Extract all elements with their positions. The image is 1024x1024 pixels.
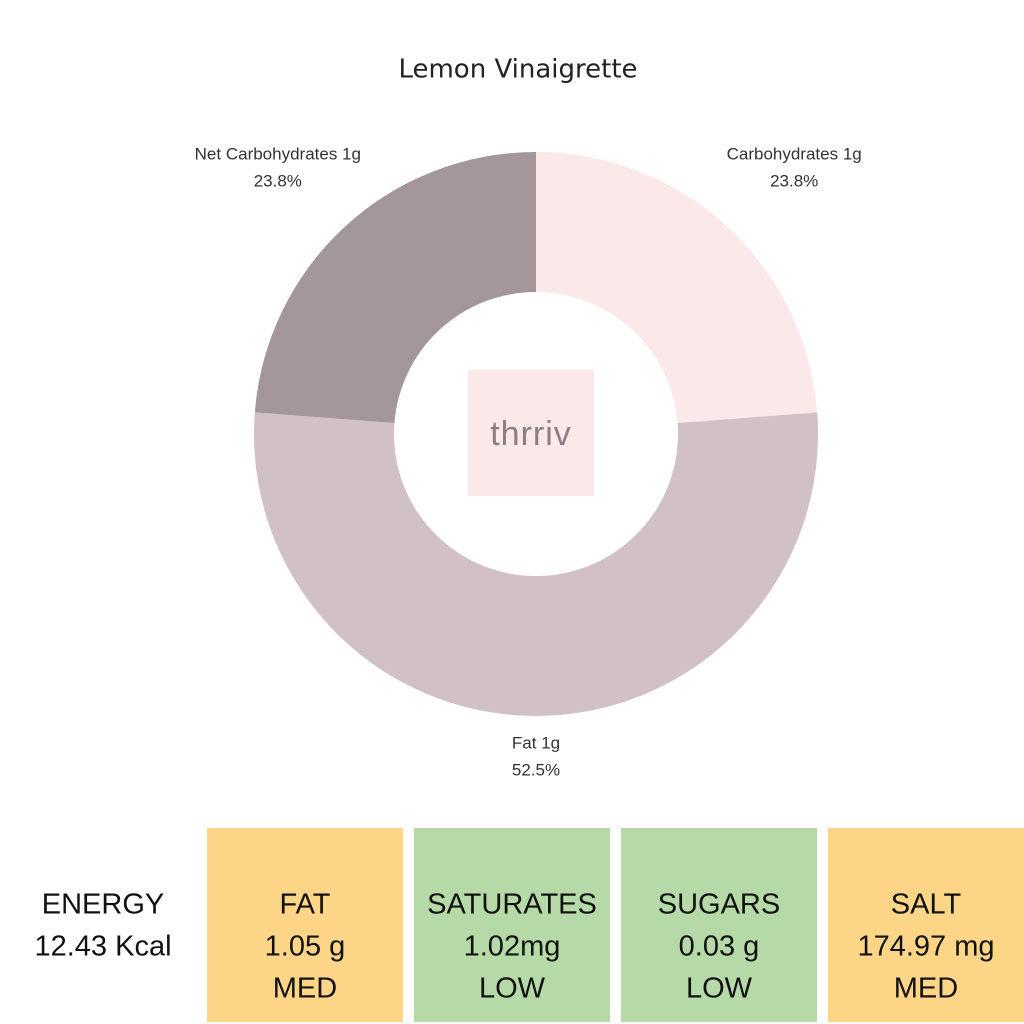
slice-label: Net Carbohydrates 1g xyxy=(195,145,361,164)
logo-box xyxy=(468,370,594,496)
nutrient-value: 1.05 g xyxy=(265,931,346,963)
logo: thrriv xyxy=(490,415,572,453)
nutrient-name: FAT xyxy=(279,889,330,921)
energy-value: 12.43 Kcal xyxy=(34,931,171,963)
slice-label: Fat 1g xyxy=(512,733,560,752)
nutrient-name: SATURATES xyxy=(427,889,597,921)
donut-slice xyxy=(536,152,818,424)
donut-slice xyxy=(253,412,818,716)
nutrient-name: SUGARS xyxy=(658,889,780,921)
nutrient-level: LOW xyxy=(479,973,546,1005)
slice-value: 52.5% xyxy=(512,760,560,779)
slice-value: 23.8% xyxy=(770,172,818,191)
slice-label: Carbohydrates 1g xyxy=(727,145,862,164)
nutrient-level: MED xyxy=(273,973,337,1005)
slice-value: 23.8% xyxy=(254,172,302,191)
nutrient-level: LOW xyxy=(686,973,753,1005)
chart-title: Lemon Vinaigrette xyxy=(398,55,637,85)
donut-slice xyxy=(254,152,536,424)
nutrient-name: SALT xyxy=(891,889,962,921)
nutrient-box xyxy=(414,828,610,1022)
energy-label: ENERGY xyxy=(42,889,164,921)
nutrient-value: 174.97 mg xyxy=(857,931,994,963)
nutrient-box xyxy=(621,828,817,1022)
nutrient-value: 0.03 g xyxy=(679,931,760,963)
nutrient-value: 1.02mg xyxy=(464,931,561,963)
nutrient-level: MED xyxy=(894,973,958,1005)
nutrient-box xyxy=(207,828,403,1022)
nutrient-box xyxy=(828,828,1024,1022)
